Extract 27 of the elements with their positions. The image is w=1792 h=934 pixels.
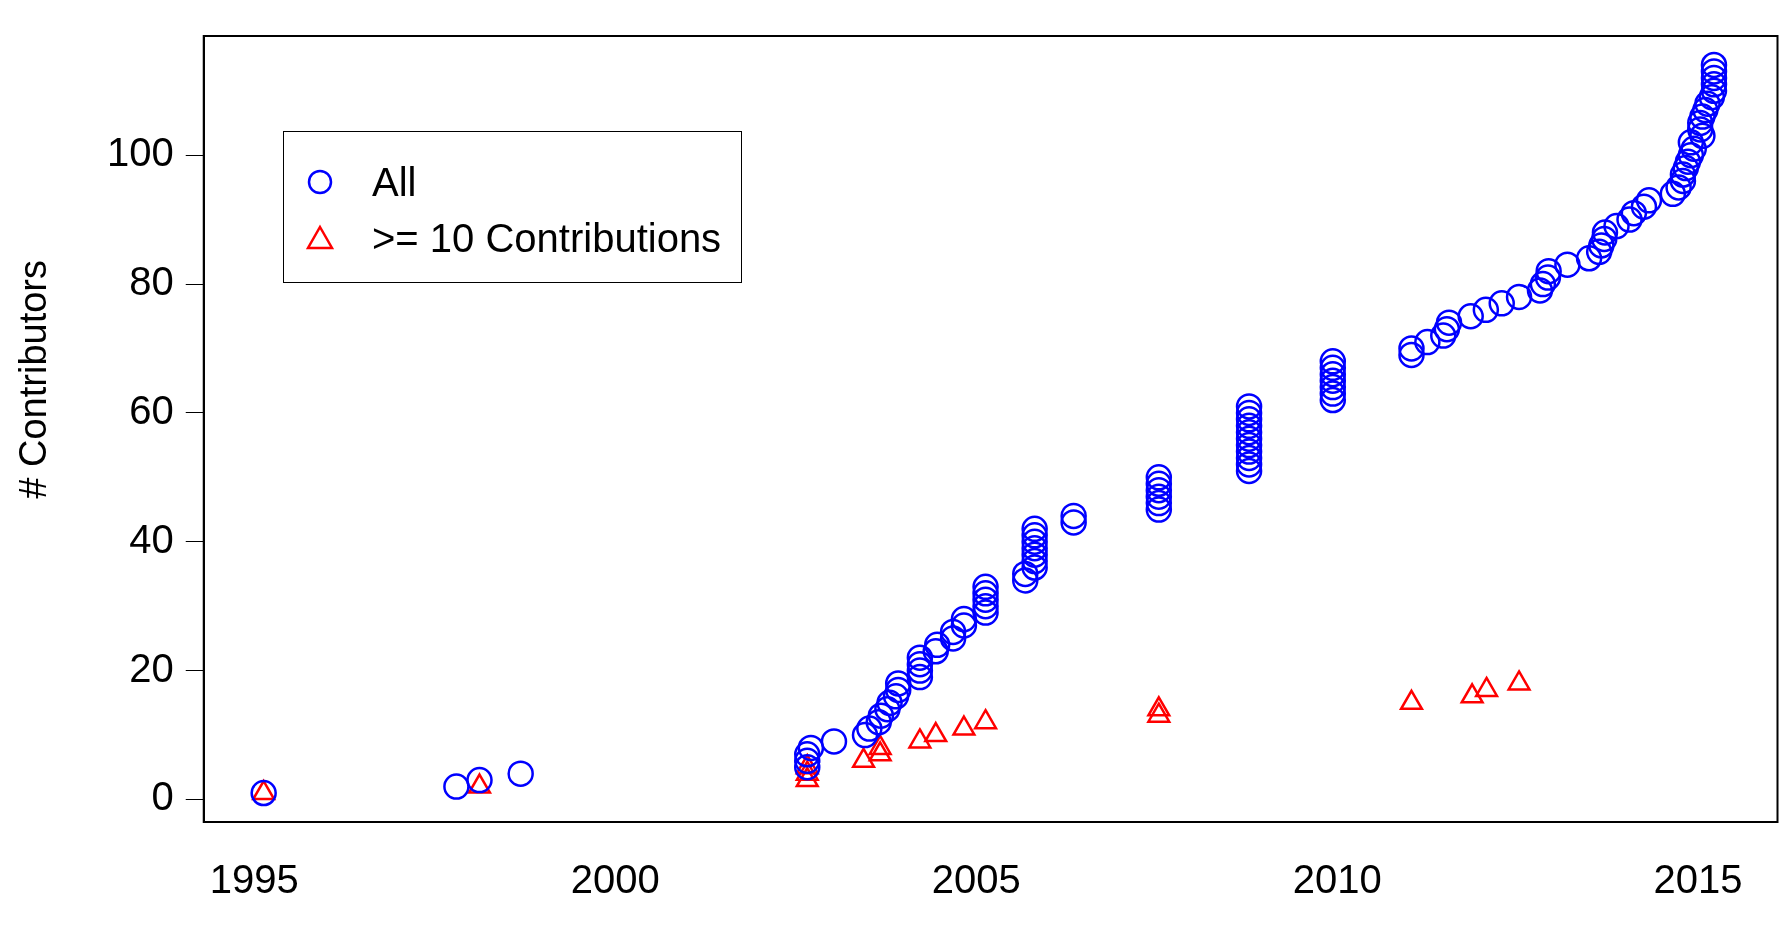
x-tick-label: 2010 bbox=[1292, 857, 1382, 902]
point bbox=[952, 715, 976, 736]
point bbox=[868, 734, 892, 756]
point bbox=[973, 708, 998, 730]
x-tick-label: 1995 bbox=[209, 857, 299, 902]
point bbox=[851, 747, 876, 769]
point bbox=[924, 721, 948, 743]
point bbox=[1474, 676, 1499, 698]
y-tick-label: 0 bbox=[151, 774, 174, 819]
y-tick-label: 100 bbox=[106, 130, 174, 175]
x-tick-label: 2000 bbox=[570, 857, 660, 902]
y-tick-label: 40 bbox=[129, 516, 174, 561]
point bbox=[1147, 702, 1171, 723]
point bbox=[1507, 670, 1531, 691]
y-tick-label: 20 bbox=[129, 645, 174, 690]
point bbox=[908, 728, 932, 749]
y-tick-label: 80 bbox=[129, 259, 174, 304]
legend-label: >= 10 Contributions bbox=[372, 215, 722, 261]
x-tick-label: 2005 bbox=[931, 857, 1021, 902]
legend-label: All bbox=[372, 159, 417, 205]
y-tick-label: 60 bbox=[129, 387, 174, 432]
point bbox=[868, 741, 892, 762]
point bbox=[1399, 689, 1424, 711]
y-axis-title: # Contributors bbox=[12, 260, 55, 499]
point bbox=[1147, 696, 1171, 717]
x-tick-label: 2015 bbox=[1653, 857, 1743, 902]
point bbox=[1460, 683, 1484, 704]
